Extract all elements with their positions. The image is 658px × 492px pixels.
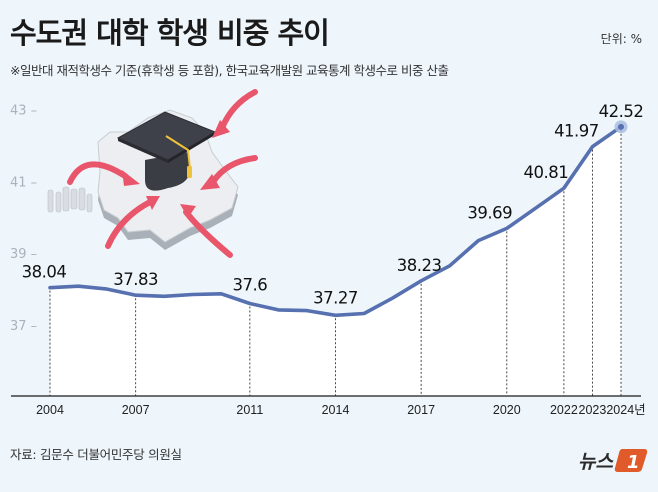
area-under-line: [50, 126, 621, 397]
chart-subtitle: ※일반대 재적학생수 기준(휴학생 등 포함), 한국교육개발원 교육통계 학생…: [10, 63, 449, 78]
svg-text:2022: 2022: [550, 403, 578, 417]
svg-text:2020: 2020: [493, 403, 521, 417]
svg-text:2024년: 2024년: [606, 403, 645, 417]
news1-logo: 뉴스 1: [578, 446, 648, 474]
end-point-marker: [614, 120, 628, 134]
illustration-map-graduation-cap-icon: [47, 89, 258, 258]
chart-title: 수도권 대학 학생 비중 추이: [10, 16, 330, 50]
logo-text: 뉴스: [578, 451, 614, 473]
svg-text:38.23: 38.23: [397, 256, 442, 275]
svg-text:40.81: 40.81: [524, 163, 569, 182]
svg-text:39.69: 39.69: [467, 203, 512, 222]
logo-mark-number: 1: [627, 452, 640, 473]
data-line: [48, 125, 623, 318]
y-axis-ticks: 37 – 39 – 41 – 43 –: [10, 104, 37, 334]
svg-text:2011: 2011: [236, 403, 263, 417]
svg-text:2007: 2007: [122, 403, 150, 417]
svg-text:2014: 2014: [322, 403, 350, 417]
svg-text:37.83: 37.83: [113, 270, 158, 289]
svg-text:42.52: 42.52: [599, 102, 644, 121]
unit-label: 단위: %: [600, 32, 642, 46]
svg-text:37.6: 37.6: [232, 275, 267, 294]
svg-text:41 –: 41 –: [10, 175, 37, 190]
svg-text:2017: 2017: [407, 403, 435, 417]
x-axis-ticks: 2004 2007 2011 2014 2017 2020 2022 2023 2024년: [36, 403, 646, 417]
source-note: 자료: 김문수 더불어민주당 의원실: [10, 447, 182, 462]
svg-text:39 –: 39 –: [10, 247, 37, 262]
svg-text:37 –: 37 –: [10, 319, 37, 334]
svg-text:43 –: 43 –: [10, 104, 37, 119]
svg-text:38.04: 38.04: [22, 263, 67, 282]
dashed-guide-lines: [49, 129, 622, 396]
svg-text:37.27: 37.27: [313, 288, 358, 307]
svg-text:41.97: 41.97: [554, 122, 599, 141]
svg-text:2023: 2023: [579, 403, 607, 417]
svg-text:2004: 2004: [36, 403, 64, 417]
logo-mark-icon: [614, 449, 648, 472]
value-labels: 38.04 37.83 37.6 37.27 38.23 39.69 40.81 41.974…: [22, 102, 644, 307]
